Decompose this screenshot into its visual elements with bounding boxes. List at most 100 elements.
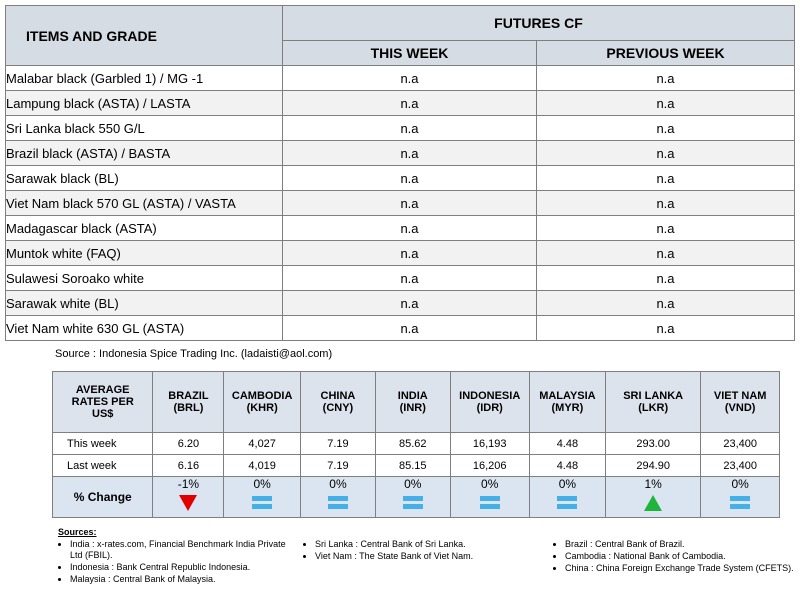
value-cell: n.a: [536, 140, 795, 166]
item-cell: Sri Lanka black 550 G/L: [5, 115, 283, 141]
rate-text: 6.16: [177, 459, 200, 472]
rate-cell: 85.15: [374, 454, 451, 477]
trend-icon: [557, 496, 578, 509]
currency-code: (BRL): [173, 402, 204, 414]
currency-code: (VND): [724, 402, 756, 414]
row: Muntok white (FAQ) n.a n.a: [5, 240, 795, 266]
rate-text: 4,019: [248, 459, 276, 472]
item-cell: Sulawesi Soroako white: [5, 265, 283, 291]
trend-icon: [644, 495, 663, 511]
trend-icon: [179, 495, 198, 511]
row: Viet Nam white 630 GL (ASTA) n.a n.a: [5, 315, 795, 341]
rate-cell: 7.19: [299, 432, 376, 455]
header-row: THIS WEEK PREVIOUS WEEK: [6, 40, 795, 66]
rate-text: 7.19: [327, 459, 349, 472]
rate-text: 0%: [558, 477, 577, 491]
row: % Change -1% 0% 0% 0% 0% 0% 1% 0%: [51, 476, 780, 518]
futures-table: ITEMS AND GRADE FUTURES CF THIS WEEK PREVIO…: [5, 5, 795, 341]
header-cell: INDIA (INR): [374, 371, 451, 433]
rate-text: 293.00: [636, 437, 670, 450]
rate-cell: -1%: [152, 476, 225, 518]
rate-cell: 294.90: [604, 454, 702, 477]
header-cell: PREVIOUS WEEK: [536, 40, 795, 66]
source-list: Sri Lanka : Central Bank of Sri Lanka.Vi…: [303, 539, 545, 563]
currency-name: INDIA: [397, 390, 428, 402]
item-cell: Viet Nam black 570 GL (ASTA) / VASTA: [5, 190, 283, 216]
item-cell: Brazil black (ASTA) / BASTA: [5, 140, 283, 166]
value-cell: n.a: [282, 240, 537, 266]
source-note: Source : Indonesia Spice Trading Inc. (l…: [55, 348, 333, 360]
value-cell: n.a: [282, 115, 537, 141]
rate-text: 4,027: [248, 437, 276, 450]
currency-name: VIET NAM: [713, 390, 767, 402]
value-cell: n.a: [536, 115, 795, 141]
rate-text: 6.20: [177, 437, 200, 450]
source-list: India : x-rates.com, Financial Benchmark…: [58, 539, 300, 586]
rate-cell: 6.20: [152, 432, 225, 455]
item-cell: Viet Nam white 630 GL (ASTA): [5, 315, 283, 341]
rate-cell: 0%: [374, 476, 451, 518]
item-cell: Malabar black (Garbled 1) / MG -1: [5, 65, 283, 91]
row-label-text: This week: [67, 437, 117, 450]
value-cell: n.a: [536, 215, 795, 241]
currency-name: CAMBODIA: [231, 390, 293, 402]
value-cell: n.a: [282, 290, 537, 316]
rate-cell: 4,019: [223, 454, 301, 477]
rate-text: 0%: [329, 477, 347, 491]
row-label: Last week: [51, 454, 154, 477]
rate-text: 4.48: [556, 459, 579, 472]
row: Sri Lanka black 550 G/L n.a n.a: [5, 115, 795, 141]
rate-text: 4.48: [556, 437, 579, 450]
currency-name: SRI LANKA: [623, 390, 684, 402]
rate-cell: 4.48: [528, 432, 606, 455]
header-cell: MALAYSIA (MYR): [528, 371, 606, 433]
rate-cell: 0%: [528, 476, 606, 518]
rate-text: 0%: [481, 477, 499, 491]
item-cell: Madagascar black (ASTA): [5, 215, 283, 241]
value-cell: n.a: [282, 265, 537, 291]
row-label: This week: [51, 432, 154, 455]
rate-cell: 0%: [223, 476, 301, 518]
rate-cell: 16,193: [449, 432, 530, 455]
source-item: Viet Nam : The State Bank of Viet Nam.: [315, 551, 545, 562]
header-row: AVERAGE RATES PER US$ BRAZIL (BRL) CAMBODIA…: [51, 371, 780, 433]
currency-name: BRAZIL: [168, 390, 209, 402]
rate-cell: 23,400: [700, 432, 780, 455]
source-item: China : China Foreign Exchange Trade Sys…: [565, 563, 800, 574]
header-cell: ITEMS AND GRADE: [5, 5, 283, 66]
value-cell: n.a: [536, 90, 795, 116]
rate-text: -1%: [177, 477, 200, 491]
rate-text: 294.90: [636, 459, 670, 472]
item-cell: Sarawak black (BL): [5, 165, 283, 191]
row-label-text: % Change: [73, 490, 132, 504]
row-label: % Change: [51, 476, 154, 518]
value-cell: n.a: [282, 190, 537, 216]
currency-code: (KHR): [246, 402, 278, 414]
source-list: Brazil : Central Bank of Brazil.Cambodia…: [553, 539, 800, 575]
sources-title: Sources:: [58, 527, 97, 537]
rate-cell: 0%: [700, 476, 780, 518]
header-cell: AVERAGE RATES PER US$: [51, 371, 154, 433]
value-cell: n.a: [536, 190, 795, 216]
trend-icon: [327, 496, 348, 509]
row-label-text: Last week: [67, 459, 117, 472]
source-item: Malaysia : Central Bank of Malaysia.: [70, 574, 300, 585]
rate-text: 0%: [404, 477, 422, 491]
rate-cell: 0%: [299, 476, 376, 518]
value-cell: n.a: [282, 65, 537, 91]
trend-icon: [252, 496, 273, 509]
rate-text: 85.15: [399, 459, 427, 472]
value-cell: n.a: [536, 315, 795, 341]
rate-cell: 85.62: [374, 432, 451, 455]
value-cell: n.a: [536, 240, 795, 266]
value-cell: n.a: [536, 265, 795, 291]
value-cell: n.a: [282, 315, 537, 341]
header-cell: BRAZIL (BRL): [152, 371, 225, 433]
row: Brazil black (ASTA) / BASTA n.a n.a: [5, 140, 795, 166]
currency-name: CHINA: [320, 390, 356, 402]
rate-cell: 16,206: [449, 454, 530, 477]
header-cell: FUTURES CF: [282, 5, 795, 41]
row: Last week 6.16 4,019 7.19 85.15 16,206 4.48 294…: [51, 454, 780, 477]
currency-code: (CNY): [322, 402, 354, 414]
trend-icon: [730, 496, 751, 509]
